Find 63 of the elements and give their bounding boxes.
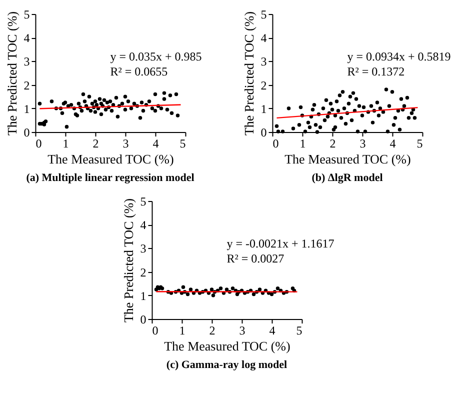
x-tick-label: 2 xyxy=(209,324,216,338)
x-axis-title: The Measured TOC (%) xyxy=(48,152,174,166)
point xyxy=(186,292,190,296)
annotation: y = 0.035x + 0.985 xyxy=(110,49,202,64)
y-tick-label: 5 xyxy=(260,8,267,22)
x-tick-label: 4 xyxy=(390,136,396,150)
y-axis-title: The Predicted TOC (%) xyxy=(242,11,257,136)
point xyxy=(188,288,193,292)
x-tick-label: 4 xyxy=(269,324,276,338)
annotation: y = 0.0934x + 0.5819 xyxy=(347,49,451,64)
x-tick-label: 1 xyxy=(179,324,186,338)
x-axis-title: The Measured TOC (%) xyxy=(284,152,411,166)
y-tick-label: 4 xyxy=(24,31,30,46)
point xyxy=(211,294,216,298)
y-tick-label: 3 xyxy=(24,54,30,69)
x-tick-label: 0 xyxy=(36,136,42,150)
x-tick-label: 3 xyxy=(122,136,129,150)
x-tick-label: 4 xyxy=(152,136,159,150)
point xyxy=(218,286,223,290)
text: (c) Gamma-ray log model xyxy=(166,359,288,371)
text: (b) ΔlgR model xyxy=(312,172,383,184)
y-tick-label: 2 xyxy=(24,78,30,92)
y-tick-label: 0 xyxy=(24,126,30,140)
y-axis-title: The Predicted TOC (%) xyxy=(4,11,20,136)
x-tick-label: 5 xyxy=(296,324,302,338)
y-tick-label: 2 xyxy=(140,265,146,280)
point xyxy=(224,288,229,292)
y-tick-label: 4 xyxy=(140,218,146,232)
text: (a) Multiple linear regression model xyxy=(26,172,194,184)
y-tick-label: 1 xyxy=(24,102,30,116)
y-axis-title: The Predicted TOC (%) xyxy=(121,198,136,323)
x-tick-label: 2 xyxy=(330,136,336,150)
y-tick-label: 1 xyxy=(140,288,146,303)
x-tick-label: 3 xyxy=(239,324,246,338)
y-tick-label: 5 xyxy=(24,8,30,22)
point xyxy=(258,288,262,292)
annotation: y = -0.0021x + 1.1617 xyxy=(226,236,334,250)
y-tick-label: 3 xyxy=(140,242,146,256)
y-tick-label: 4 xyxy=(260,31,267,46)
point xyxy=(270,292,274,296)
x-tick-label: 3 xyxy=(360,136,366,150)
point xyxy=(210,288,214,292)
x-tick-label: 5 xyxy=(180,136,186,150)
point xyxy=(252,292,256,296)
x-tick-label: 0 xyxy=(152,324,158,338)
y-tick-label: 3 xyxy=(260,54,267,69)
y-tick-label: 2 xyxy=(260,78,267,92)
x-tick-label: 1 xyxy=(300,136,306,150)
x-tick-label: 2 xyxy=(92,136,99,150)
y-tick-label: 5 xyxy=(140,194,146,208)
point xyxy=(230,286,235,290)
x-tick-label: 5 xyxy=(416,136,423,150)
x-tick-label: 1 xyxy=(62,136,69,150)
y-tick-label: 0 xyxy=(260,126,267,140)
x-tick-label: 0 xyxy=(272,136,279,150)
annotation: R² = 0.0027 xyxy=(226,251,284,266)
annotation: R² = 0.0655 xyxy=(110,64,168,78)
point xyxy=(181,285,186,290)
y-tick-label: 0 xyxy=(140,312,146,326)
point xyxy=(276,286,280,290)
y-tick-label: 1 xyxy=(260,102,267,116)
x-axis-title: The Measured TOC (%) xyxy=(164,338,290,354)
annotation: R² = 0.1372 xyxy=(347,64,405,78)
